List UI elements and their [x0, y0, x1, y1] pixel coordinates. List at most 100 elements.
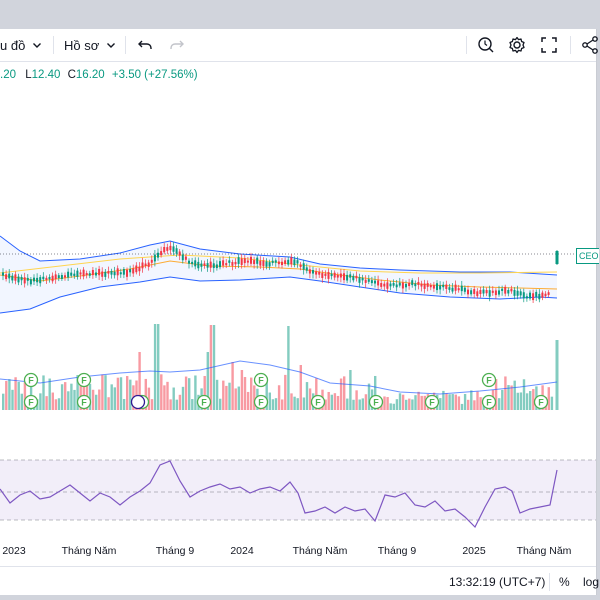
- volume-bar: [308, 388, 312, 410]
- candle: [339, 273, 342, 278]
- moving-average-line: [0, 254, 558, 274]
- volume-bar: [39, 393, 42, 410]
- volume-bar: [529, 391, 532, 410]
- profile-label: Hồ sơ: [64, 37, 100, 53]
- candle: [315, 271, 318, 275]
- volume-bar: [188, 378, 191, 410]
- volume-bar: [392, 403, 395, 410]
- redo-button[interactable]: [168, 29, 186, 61]
- bollinger-upper: [0, 235, 558, 276]
- log-toggle[interactable]: log: [583, 574, 600, 589]
- candle: [141, 262, 144, 269]
- volume-bar: [70, 383, 73, 410]
- volume-bar: [126, 376, 129, 410]
- volume-bar: [163, 385, 166, 410]
- candle: [476, 291, 479, 297]
- candle: [488, 290, 491, 297]
- chart-type-button[interactable]: u đồ: [0, 29, 44, 61]
- volume-bar: [451, 394, 454, 410]
- share-button[interactable]: [580, 29, 600, 61]
- volume-bar: [119, 377, 123, 410]
- volume-bar: [327, 391, 330, 410]
- volume-bar: [457, 396, 461, 410]
- volume-bar: [181, 386, 185, 410]
- candle: [36, 277, 39, 283]
- volume-bar: [555, 340, 559, 410]
- clock[interactable]: 13:32:19 (UTC+7): [449, 574, 546, 589]
- candle: [445, 284, 448, 290]
- volume-bar: [460, 403, 464, 410]
- redo-icon: [170, 40, 184, 49]
- volume-bar: [420, 395, 423, 410]
- candle: [386, 282, 389, 289]
- volume-bar: [417, 391, 420, 410]
- candle: [2, 272, 4, 276]
- candle: [17, 276, 20, 283]
- candle: [234, 261, 237, 265]
- candle: [79, 272, 82, 275]
- event-marker-label: F: [28, 398, 34, 408]
- candle: [51, 275, 54, 282]
- candle: [519, 291, 522, 296]
- volume-bar: [225, 385, 228, 410]
- candle: [460, 285, 463, 292]
- volume-bar: [302, 397, 306, 410]
- volume-bar: [383, 396, 386, 410]
- volume-bar: [470, 390, 473, 410]
- candle: [147, 262, 150, 267]
- volume-bar: [194, 375, 197, 410]
- volume-bar: [57, 398, 61, 410]
- candle: [45, 277, 48, 280]
- candle: [277, 261, 280, 265]
- candle: [160, 251, 163, 256]
- candle: [504, 286, 507, 294]
- candle: [5, 274, 8, 280]
- volume-bar: [175, 399, 178, 410]
- profile-button[interactable]: Hồ sơ: [64, 29, 118, 61]
- volume-bar: [445, 393, 448, 410]
- volume-bar: [401, 394, 405, 410]
- symbol-price-tag[interactable]: CEO: [576, 248, 599, 264]
- volume-bar: [414, 395, 417, 410]
- candle: [454, 284, 457, 291]
- undo-button[interactable]: [136, 29, 154, 61]
- quick-search-button[interactable]: [476, 29, 496, 61]
- volume-bar: [349, 370, 352, 410]
- candle: [116, 268, 119, 276]
- candle: [209, 261, 212, 268]
- volume-bar: [336, 395, 340, 410]
- volume-bar: [160, 374, 163, 410]
- candle: [336, 274, 339, 278]
- legend-high: .20: [0, 69, 16, 81]
- candle: [29, 279, 32, 285]
- volume-bar: [222, 380, 225, 410]
- volume-bar: [463, 393, 467, 410]
- volume-bar: [333, 393, 337, 410]
- volume-bar: [476, 391, 479, 410]
- volume-bar: [107, 397, 110, 410]
- percent-toggle[interactable]: %: [559, 574, 570, 589]
- candle: [389, 283, 392, 287]
- settings-button[interactable]: [507, 29, 527, 61]
- browser-bottom-bar: [0, 595, 600, 600]
- volume-bar: [23, 382, 27, 410]
- candle: [330, 273, 333, 277]
- fullscreen-button[interactable]: [539, 29, 559, 61]
- volume-bar: [389, 403, 392, 410]
- candle: [206, 263, 209, 268]
- candle: [417, 281, 420, 285]
- candle: [225, 263, 228, 266]
- event-marker-label: F: [81, 398, 87, 408]
- candle: [95, 272, 97, 276]
- candle: [367, 279, 370, 282]
- legend-close-label: C: [67, 69, 76, 81]
- volume-bar: [8, 379, 11, 410]
- volume-bar: [253, 385, 256, 410]
- candle: [352, 275, 355, 281]
- candle: [429, 285, 432, 288]
- candle: [188, 260, 190, 264]
- candle: [222, 260, 225, 266]
- volume-bar: [95, 394, 98, 410]
- volume-bar: [277, 385, 281, 410]
